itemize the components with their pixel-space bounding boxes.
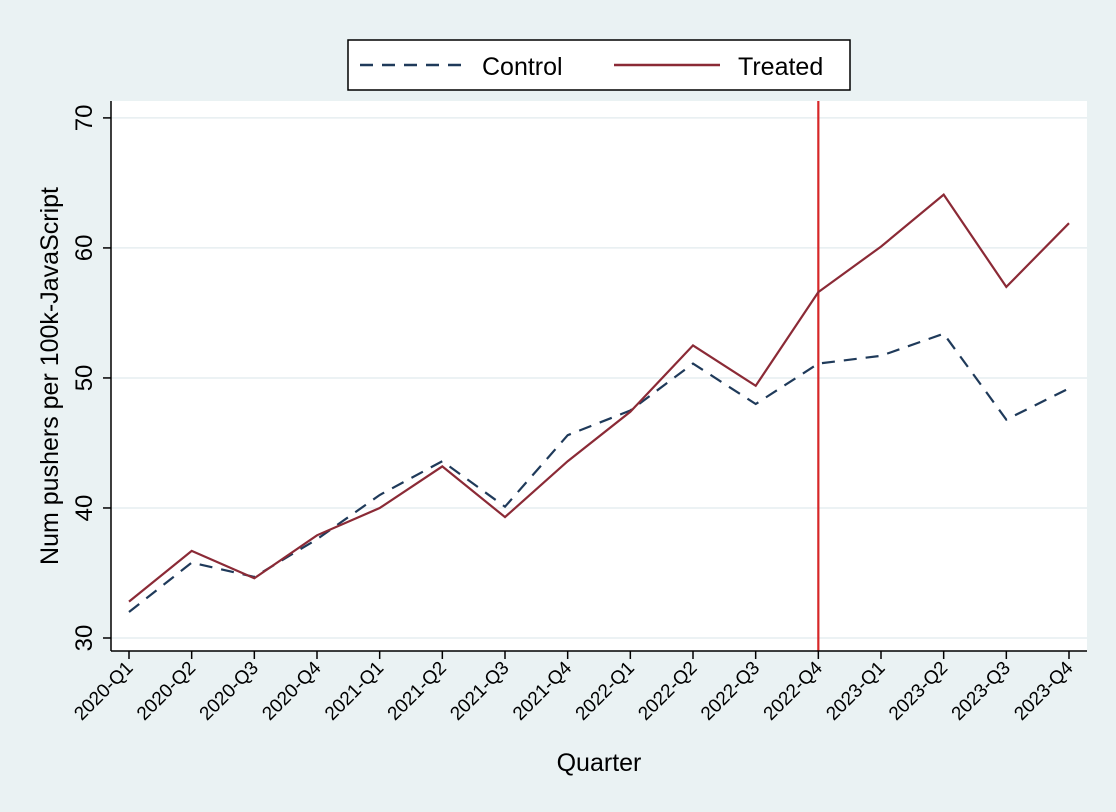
- x-tick-label: 2020-Q4: [258, 657, 325, 724]
- x-tick-label: 2023-Q4: [1010, 657, 1077, 724]
- axes: [110, 101, 1087, 652]
- x-tick-label: 2023-Q3: [948, 658, 1015, 725]
- x-tick-label: 2022-Q3: [697, 658, 764, 725]
- y-ticks: 30 40 50 60 70: [71, 105, 111, 652]
- x-ticks: 2020-Q12020-Q22020-Q32020-Q42021-Q12021-…: [70, 651, 1078, 725]
- legend-label-control: Control: [482, 53, 563, 81]
- y-tick-label: 50: [71, 365, 98, 392]
- y-tick-label: 40: [71, 495, 98, 522]
- x-tick-label: 2022-Q2: [634, 658, 701, 725]
- x-tick-label: 2020-Q1: [70, 658, 137, 725]
- legend: Control Treated: [347, 39, 851, 91]
- x-tick-label: 2021-Q3: [446, 658, 513, 725]
- x-tick-label: 2023-Q1: [822, 658, 889, 725]
- x-tick-label: 2020-Q2: [133, 658, 200, 725]
- x-tick-label: 2022-Q4: [760, 657, 827, 724]
- x-tick-label: 2021-Q1: [321, 658, 388, 725]
- x-axis-title: Quarter: [557, 749, 642, 777]
- series-layer: [128, 192, 1070, 613]
- plot-area: [111, 101, 1087, 651]
- y-tick-label: 30: [71, 625, 98, 652]
- x-tick-label: 2021-Q4: [509, 657, 576, 724]
- x-tick-label: 2023-Q2: [885, 658, 952, 725]
- grid-lines: [111, 117, 1087, 639]
- series-line-treated: [128, 192, 1070, 603]
- x-tick-label: 2020-Q3: [196, 658, 263, 725]
- y-tick-label: 70: [71, 105, 98, 132]
- legend-label-treated: Treated: [738, 53, 823, 81]
- x-tick-label: 2021-Q2: [384, 658, 451, 725]
- y-tick-label: 60: [71, 235, 98, 262]
- x-tick-label: 2022-Q1: [572, 658, 639, 725]
- y-axis-title: Num pushers per 100k-JavaScript: [36, 187, 64, 565]
